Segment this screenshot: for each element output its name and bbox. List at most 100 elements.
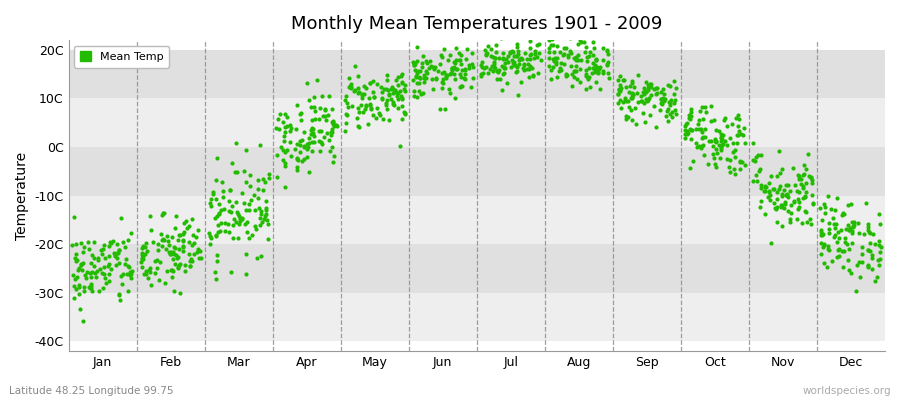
Point [320, 117, 334, 123]
Point [395, 116, 410, 123]
Point [842, 246, 856, 252]
Point [724, 168, 738, 175]
Point [549, 74, 563, 80]
Point [637, 85, 652, 91]
Point [458, 67, 473, 73]
Point [596, 70, 610, 76]
Point [770, 218, 784, 225]
Point [120, 271, 134, 277]
Point [616, 76, 631, 83]
Point [420, 70, 435, 76]
Point [845, 219, 859, 226]
Point [486, 68, 500, 74]
Point [385, 84, 400, 90]
Point [491, 69, 505, 76]
Point [827, 234, 842, 241]
Point [487, 64, 501, 70]
Point [520, 56, 535, 62]
Point [612, 86, 626, 93]
Point [821, 246, 835, 252]
Point [761, 194, 776, 200]
Point [458, 71, 473, 78]
Point [435, 54, 449, 61]
Point [704, 103, 718, 109]
Point [394, 70, 409, 77]
Point [457, 65, 472, 72]
Point [417, 90, 431, 96]
Point [646, 86, 661, 93]
Point [75, 262, 89, 268]
Point [111, 250, 125, 256]
Point [256, 176, 271, 182]
Point [490, 76, 504, 82]
Point [678, 135, 692, 142]
Point [97, 271, 112, 277]
Point [789, 188, 804, 194]
Point [445, 65, 459, 71]
Point [602, 75, 616, 81]
Point [830, 254, 844, 260]
Point [736, 124, 751, 131]
Point [806, 176, 820, 183]
Point [320, 130, 335, 136]
Point [176, 238, 190, 244]
Point [557, 50, 572, 57]
Point [235, 190, 249, 196]
Point [379, 102, 393, 108]
Point [121, 263, 135, 269]
Point [556, 60, 571, 67]
Point [280, 114, 294, 121]
Point [505, 56, 519, 63]
Point [254, 252, 268, 259]
Point [479, 52, 493, 58]
Point [203, 233, 218, 240]
Point [270, 174, 284, 180]
Point [106, 250, 121, 256]
Point [828, 207, 842, 213]
Point [695, 104, 709, 110]
Point [269, 125, 284, 131]
Point [152, 277, 166, 283]
Point [625, 77, 639, 84]
Point [444, 70, 458, 76]
Point [720, 123, 734, 130]
Point [620, 114, 634, 120]
Point [293, 110, 308, 116]
Point [67, 294, 81, 301]
Point [837, 211, 851, 218]
Point [352, 109, 366, 116]
Point [240, 229, 255, 236]
Point [787, 198, 801, 204]
Point [454, 84, 468, 90]
Point [386, 100, 400, 107]
Point [230, 169, 244, 176]
Point [495, 49, 509, 56]
Point [585, 70, 599, 76]
Point [586, 60, 600, 66]
Point [339, 111, 354, 117]
Point [439, 75, 454, 81]
Point [382, 117, 396, 123]
Point [407, 93, 421, 100]
Point [259, 205, 274, 212]
Point [864, 265, 878, 272]
Point [87, 270, 102, 276]
Point [66, 272, 80, 278]
Point [733, 158, 747, 164]
Point [631, 99, 645, 105]
Point [296, 129, 310, 136]
Point [792, 204, 806, 210]
Point [397, 86, 411, 92]
Point [91, 257, 105, 263]
Point [79, 275, 94, 282]
Point [84, 285, 98, 291]
Point [81, 284, 95, 290]
Point [697, 152, 711, 158]
Point [682, 116, 697, 123]
Point [730, 140, 744, 146]
Point [634, 98, 649, 104]
Point [639, 96, 653, 102]
Point [168, 213, 183, 220]
Point [814, 229, 829, 235]
Point [746, 177, 760, 184]
